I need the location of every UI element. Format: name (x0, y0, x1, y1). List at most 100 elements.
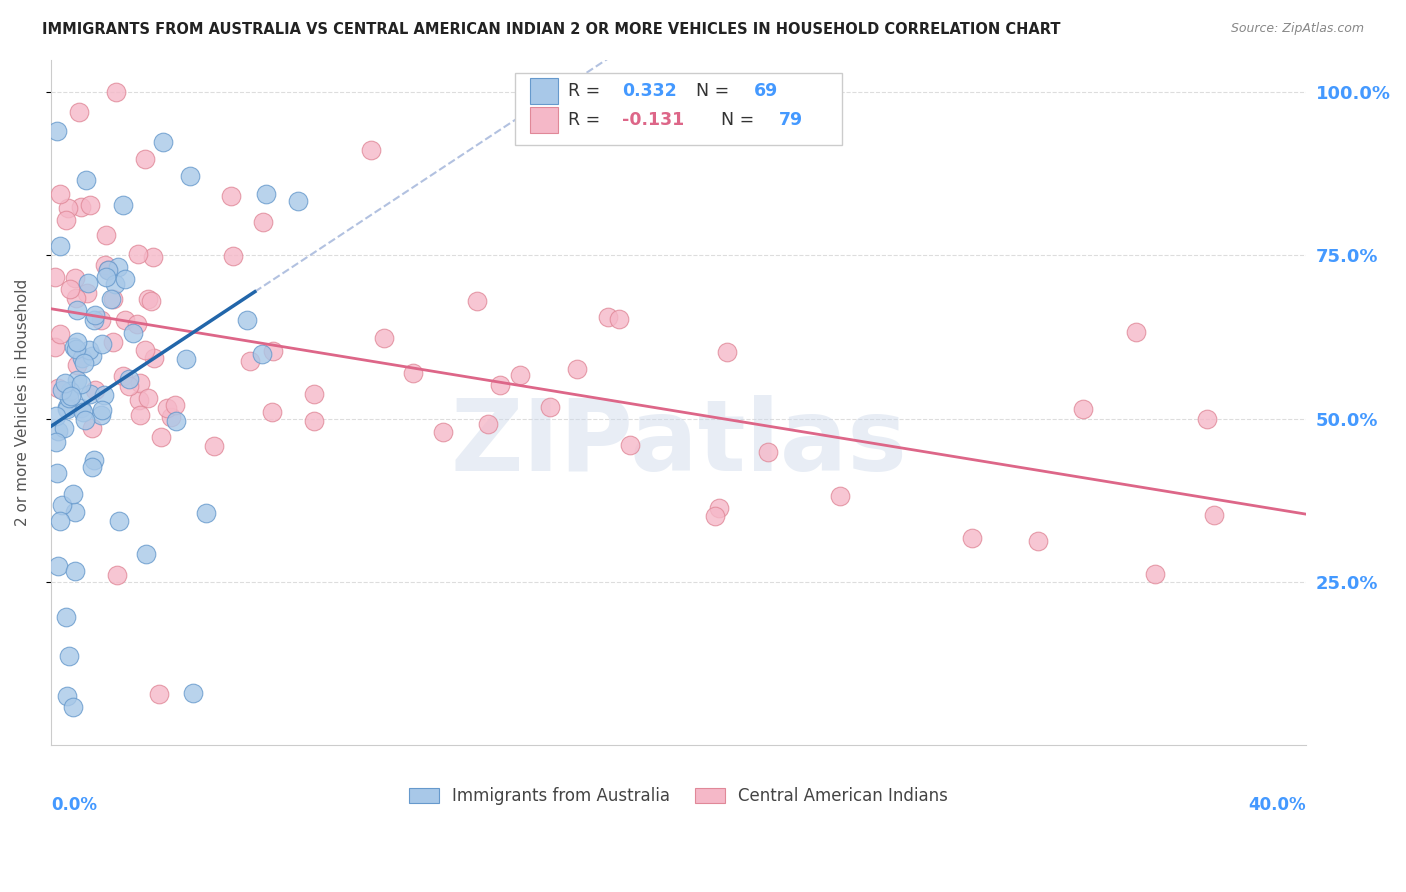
Point (105, 85, 128, 99)
Point (174, 351, 197, 366)
Point (58, 391, 80, 405)
Text: 40.0%: 40.0% (1249, 797, 1306, 814)
Point (103, 293, 125, 307)
Point (83, 453, 105, 467)
Point (53, 376, 76, 390)
Point (179, 169, 201, 184)
Point (51, 498, 73, 512)
Point (148, 687, 170, 701)
Text: 0.332: 0.332 (621, 82, 676, 100)
Point (108, 514, 131, 528)
Point (129, 409, 152, 423)
Point (66, 373, 89, 387)
Text: 79: 79 (779, 111, 803, 129)
Point (136, 391, 159, 405)
Point (80, 421, 103, 435)
Point (127, 247, 149, 261)
Point (44, 270, 66, 285)
Point (70, 351, 93, 366)
Point (70, 377, 93, 392)
Point (83, 308, 105, 322)
Point (84, 384, 107, 398)
Point (152, 135, 174, 149)
Point (76, 285, 98, 300)
Point (62, 487, 84, 501)
Point (65, 342, 87, 356)
Point (128, 392, 150, 407)
Point (91, 403, 114, 417)
Point (82, 350, 104, 364)
Text: N =: N = (710, 111, 759, 129)
Point (465, 293, 488, 308)
Point (66, 302, 89, 317)
Point (509, 368, 531, 382)
Point (73, 413, 96, 427)
Point (619, 438, 641, 452)
Point (118, 371, 141, 385)
Point (160, 410, 183, 425)
Point (150, 430, 173, 444)
Point (101, 334, 124, 349)
Text: R =: R = (568, 82, 606, 100)
Point (1204, 508, 1226, 522)
Legend: Immigrants from Australia, Central American Indians: Immigrants from Australia, Central Ameri… (402, 780, 955, 812)
Point (373, 331, 395, 345)
Point (44, 340, 66, 354)
Point (91, 336, 114, 351)
Point (58, 649, 80, 664)
Point (163, 398, 186, 412)
Point (156, 401, 179, 415)
Point (141, 294, 163, 309)
Point (134, 343, 156, 358)
Point (111, 369, 134, 384)
Point (565, 362, 588, 376)
Point (55, 609, 77, 624)
Point (1071, 402, 1094, 417)
Point (538, 401, 561, 415)
Text: 0.0%: 0.0% (51, 797, 97, 814)
FancyBboxPatch shape (516, 73, 842, 145)
Point (756, 445, 779, 459)
Point (97, 262, 120, 277)
Point (63, 565, 86, 579)
Point (138, 292, 160, 306)
Point (122, 326, 145, 340)
Point (79, 387, 101, 401)
FancyBboxPatch shape (530, 107, 558, 133)
Point (262, 343, 284, 358)
Point (93, 388, 115, 402)
Point (63, 270, 86, 285)
Point (55, 402, 77, 417)
Point (304, 387, 326, 401)
Point (46, 424, 69, 438)
Point (287, 194, 309, 209)
Point (134, 153, 156, 167)
Point (70, 200, 93, 214)
FancyBboxPatch shape (530, 78, 558, 104)
Point (165, 414, 187, 428)
Point (96, 263, 118, 277)
Point (72, 405, 94, 419)
Point (107, 260, 129, 275)
Text: 69: 69 (754, 82, 778, 100)
Point (56, 400, 79, 414)
Point (49, 239, 72, 253)
Point (114, 312, 136, 326)
Point (75, 172, 97, 186)
Point (73, 356, 96, 370)
Point (45, 409, 67, 424)
Point (221, 189, 243, 203)
Point (830, 489, 852, 503)
Point (60, 389, 83, 403)
Point (105, 568, 128, 582)
Point (596, 310, 619, 324)
Point (1195, 412, 1218, 426)
Point (63, 505, 86, 519)
Point (46, 466, 69, 480)
Point (432, 425, 454, 439)
Point (239, 354, 262, 368)
Point (1143, 567, 1166, 582)
Point (56, 201, 79, 215)
Point (360, 143, 382, 157)
Point (90, 313, 112, 327)
